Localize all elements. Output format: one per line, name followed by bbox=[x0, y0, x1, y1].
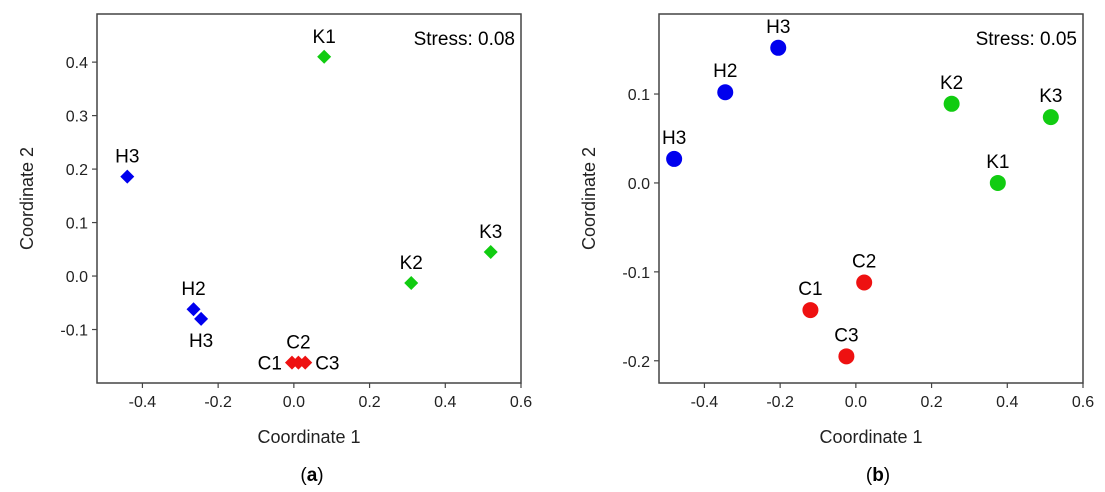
plot-frame bbox=[96, 13, 522, 384]
panel-b: -0.4 -0.2 0.0 0.2 0.4 0.6 -0.2 -0.1 0.0 0.1 Coordi… bbox=[579, 13, 1094, 486]
point-label: H3 bbox=[662, 128, 686, 149]
x-tick-label: 0.2 bbox=[358, 394, 380, 411]
y-tick-label: 0.0 bbox=[66, 269, 88, 286]
x-tick-label: 0.4 bbox=[434, 394, 456, 411]
y-tick-label: 0.4 bbox=[66, 55, 88, 72]
x-tick-label: -0.2 bbox=[204, 394, 232, 411]
y-tick-label: 0.0 bbox=[628, 176, 650, 193]
x-tick-label: 0.6 bbox=[1072, 394, 1094, 411]
y-tick-label: 0.1 bbox=[66, 216, 88, 233]
point-k3 bbox=[483, 244, 498, 259]
point-k2 bbox=[943, 95, 960, 112]
point-k2 bbox=[404, 275, 419, 290]
point-k1 bbox=[989, 174, 1006, 191]
point-c3 bbox=[298, 355, 313, 370]
point-label: K2 bbox=[400, 253, 423, 274]
y-tick-label: 0.3 bbox=[66, 109, 88, 126]
x-tick-label: 0.0 bbox=[845, 394, 867, 411]
point-h2 bbox=[717, 84, 734, 101]
point-label: H3 bbox=[115, 147, 139, 168]
x-axis-label: Coordinate 1 bbox=[819, 427, 922, 447]
point-label: H3 bbox=[766, 17, 790, 38]
point-label: K3 bbox=[479, 222, 502, 243]
stress-annotation: Stress: 0.08 bbox=[414, 29, 515, 50]
y-tick-label: 0.2 bbox=[66, 162, 88, 179]
y-axis-label: Coordinate 2 bbox=[579, 147, 599, 250]
x-tick-label: -0.4 bbox=[691, 394, 719, 411]
point-label: H2 bbox=[713, 61, 737, 82]
plot-frame bbox=[658, 13, 1084, 384]
x-tick-label: 0.4 bbox=[996, 394, 1018, 411]
x-tick-label: -0.4 bbox=[129, 394, 157, 411]
x-tick-label: 0.0 bbox=[283, 394, 305, 411]
x-axis-label: Coordinate 1 bbox=[257, 427, 360, 447]
point-h3 bbox=[666, 150, 683, 167]
point-h3 bbox=[194, 311, 209, 326]
point-c3 bbox=[838, 348, 855, 365]
y-tick-label: 0.1 bbox=[628, 87, 650, 104]
point-label: K2 bbox=[940, 73, 963, 94]
y-tick-label: -0.1 bbox=[622, 265, 650, 282]
point-k1 bbox=[317, 49, 332, 64]
y-tick-label: -0.1 bbox=[60, 323, 88, 340]
point-k3 bbox=[1042, 109, 1059, 126]
point-h3 bbox=[120, 169, 135, 184]
point-label: C3 bbox=[834, 325, 858, 346]
stress-annotation: Stress: 0.05 bbox=[976, 29, 1077, 50]
x-tick-label: 0.2 bbox=[920, 394, 942, 411]
x-tick-label: -0.2 bbox=[766, 394, 794, 411]
point-label: H3 bbox=[189, 331, 213, 352]
point-c2 bbox=[856, 274, 873, 291]
point-c1 bbox=[802, 302, 819, 319]
point-label: K1 bbox=[313, 27, 336, 48]
x-tick-label: 0.6 bbox=[510, 394, 532, 411]
point-label: C2 bbox=[286, 333, 310, 354]
panel-a: -0.4 -0.2 0.0 0.2 0.4 0.6 -0.1 0.0 0.1 0.2 0.3 0.4 C… bbox=[17, 13, 532, 486]
point-label: C2 bbox=[852, 252, 876, 273]
point-label: C1 bbox=[798, 279, 822, 300]
point-h3 bbox=[770, 39, 787, 56]
y-tick-label: -0.2 bbox=[622, 354, 650, 371]
y-axis-label: Coordinate 2 bbox=[17, 147, 37, 250]
panel-caption: (b) bbox=[866, 465, 890, 486]
point-h2 bbox=[186, 302, 201, 317]
point-label: C1 bbox=[258, 354, 282, 375]
panel-caption: (a) bbox=[300, 465, 323, 486]
point-label: C3 bbox=[315, 354, 339, 375]
point-label: H2 bbox=[181, 279, 205, 300]
point-label: K3 bbox=[1039, 86, 1062, 107]
point-label: K1 bbox=[986, 152, 1009, 173]
